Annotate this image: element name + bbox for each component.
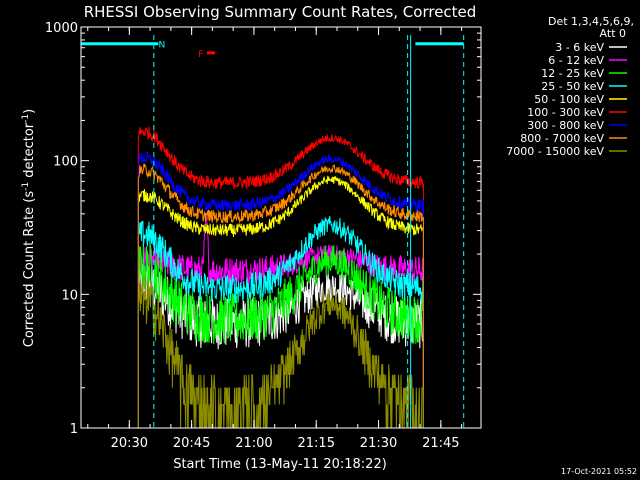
x-tick-label: 21:00 — [235, 436, 272, 451]
legend-label-6: 300 - 800 keV — [527, 119, 604, 132]
series-line-8 — [137, 274, 424, 429]
legend-label-2: 12 - 25 keV — [541, 67, 604, 80]
legend-label-3: 25 - 50 keV — [541, 80, 604, 93]
x-tick-label: 21:15 — [298, 436, 335, 451]
y-axis-label-end: ) — [22, 109, 37, 114]
plot-border — [80, 26, 482, 429]
y-axis-label: Corrected Count Rate (s-1 detector-1) — [21, 109, 37, 347]
marker-label-1: N — [158, 41, 165, 51]
legend-label-0: 3 - 6 keV — [555, 41, 604, 54]
x-axis-label: Start Time (13-May-11 20:18:22) — [173, 457, 387, 472]
y-axis-label-main: Corrected Count Rate (s — [22, 191, 37, 348]
series-line-5 — [137, 126, 424, 428]
x-tick-label: 21:45 — [422, 436, 459, 451]
y-axis-label-sup2: -1 — [21, 114, 31, 123]
plot-frame — [80, 26, 482, 429]
marker-label-3: F — [198, 50, 203, 60]
legend-label-8: 7000 - 15000 keV — [506, 145, 604, 158]
axes: 1 10 100 1000 20:30 20:45 21:00 21:15 21:30 21:45 — [45, 21, 481, 451]
timestamp: 17-Oct-2021 05:52 — [561, 467, 637, 476]
series-line-4 — [137, 175, 424, 428]
legend-label-5: 100 - 300 keV — [527, 106, 604, 119]
y-axis-label-sup1: -1 — [21, 182, 31, 191]
y-tick-label: 10 — [61, 288, 78, 303]
y-tick-label: 1000 — [45, 21, 78, 36]
series-line-7 — [137, 163, 424, 428]
x-tick-label: 21:30 — [360, 436, 397, 451]
y-tick-label: 100 — [53, 155, 78, 170]
x-tick-label: 20:30 — [111, 436, 148, 451]
y-tick-label: 1 — [70, 422, 78, 437]
series-line-3 — [137, 215, 424, 428]
x-tick-label: 20:45 — [173, 436, 210, 451]
legend-label-4: 50 - 100 keV — [534, 93, 604, 106]
legend-header-1: Det 1,3,4,5,6,9, — [548, 15, 634, 28]
series-line-2 — [137, 242, 424, 428]
legend-header-2: Att 0 — [600, 27, 626, 40]
y-axis-label-mid: detector — [22, 122, 37, 182]
plot-area: NF — [81, 35, 465, 429]
legend-label-7: 800 - 7000 keV — [520, 132, 604, 145]
legend-label-1: 6 - 12 keV — [548, 54, 604, 67]
chart-title: RHESSI Observing Summary Count Rates, Co… — [84, 3, 477, 21]
series-line-6 — [137, 151, 424, 428]
